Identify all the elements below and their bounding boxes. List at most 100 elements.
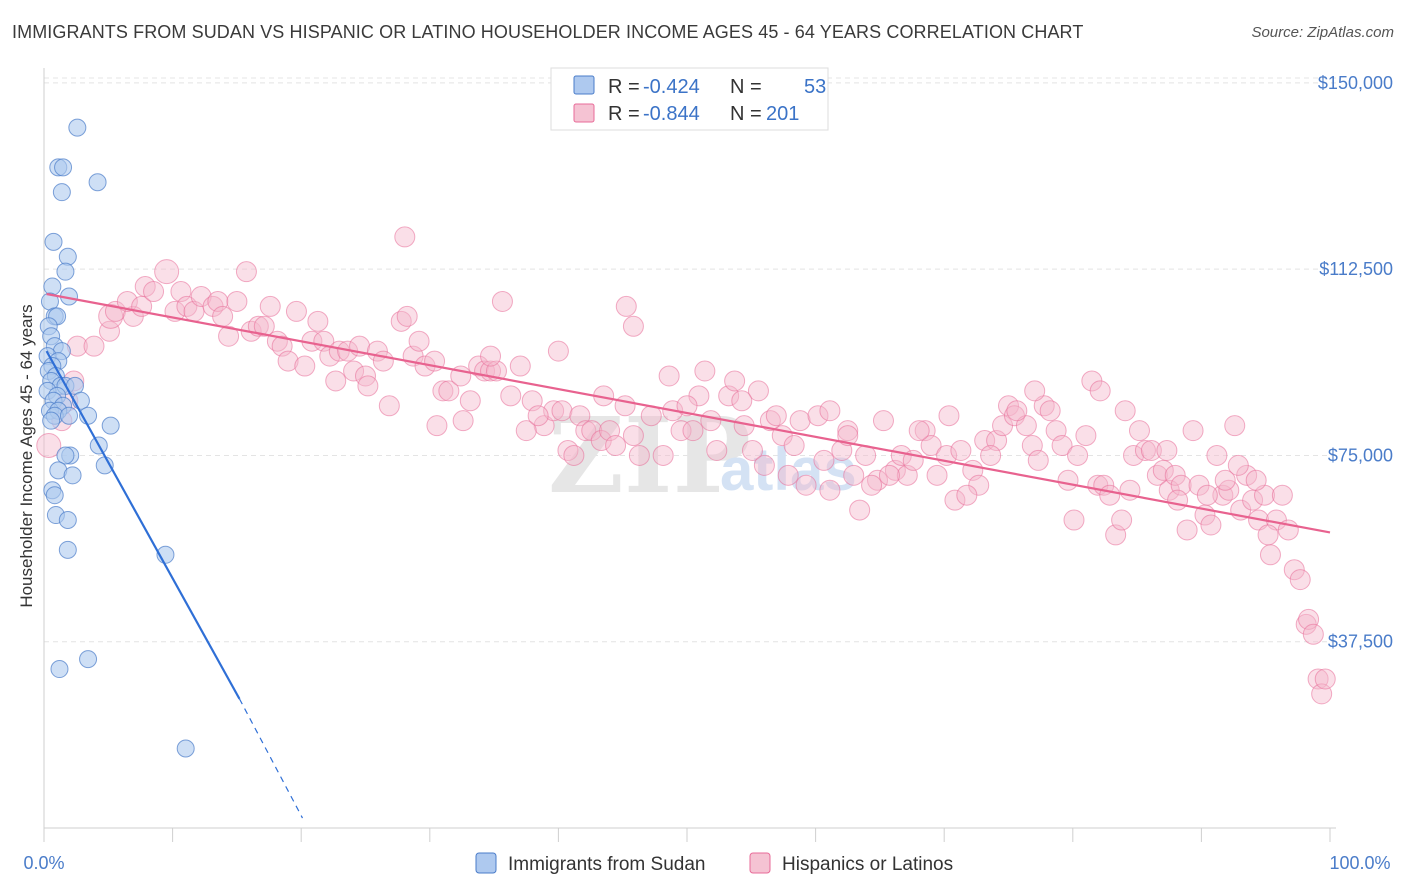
hispanic-point — [789, 410, 811, 432]
sudan-point — [44, 232, 63, 251]
hispanic-point — [1140, 439, 1162, 461]
hispanic-point — [357, 375, 379, 397]
series-legend: Immigrants from Sudan Hispanics or Latin… — [475, 852, 953, 875]
hispanic-point — [253, 315, 275, 337]
bottom-legend-swatch-hispanic — [749, 852, 771, 874]
hispanic-point — [622, 315, 644, 337]
hispanic-point — [980, 444, 1002, 466]
hispanic-point — [926, 464, 948, 486]
hispanic-point — [1200, 514, 1222, 536]
hispanic-point — [861, 474, 883, 496]
sudan-point — [42, 411, 61, 430]
hispanic-point — [1302, 623, 1324, 645]
hispanic-point — [753, 454, 775, 476]
hispanic-point — [938, 405, 960, 427]
hispanic-point — [372, 350, 394, 372]
correlation-legend: R = -0.424 N = 53 R = -0.844 N = 201 — [550, 67, 829, 131]
hispanic-point — [1259, 544, 1281, 566]
hispanic-point — [1156, 439, 1178, 461]
hispanic-point — [218, 325, 240, 347]
bottom-legend-hispanic: Hispanics or Latinos — [782, 854, 953, 875]
hispanic-point — [1196, 484, 1218, 506]
hispanic-point — [658, 365, 680, 387]
sudan-point — [52, 183, 71, 202]
hispanic-point — [1089, 380, 1111, 402]
hispanic-point — [1027, 449, 1049, 471]
hispanic-trend-line — [46, 292, 1331, 534]
bottom-legend-sudan: Immigrants from Sudan — [508, 854, 705, 875]
hispanic-point — [956, 484, 978, 506]
sudan-points — [38, 118, 195, 758]
hispanic-point — [1006, 400, 1028, 422]
hispanic-point — [143, 281, 165, 303]
hispanic-point — [843, 464, 865, 486]
x-label-right: 100.0% — [1329, 853, 1390, 873]
hispanic-point — [1128, 420, 1150, 442]
hispanic-point — [83, 335, 105, 357]
hispanic-point — [277, 350, 299, 372]
legend-swatch-sudan — [573, 75, 595, 95]
hispanic-point — [1024, 380, 1046, 402]
hispanic-point — [432, 380, 454, 402]
hispanic-point — [533, 415, 555, 437]
hispanic-point — [1164, 464, 1186, 486]
hispanic-point — [1123, 444, 1145, 466]
legend-swatch-hispanic — [573, 103, 595, 123]
hispanic-point — [396, 305, 418, 327]
hispanic-point — [783, 435, 805, 457]
y-tick-label: $75,000 — [1328, 445, 1393, 465]
hispanic-point — [547, 340, 569, 362]
sudan-point — [60, 406, 79, 425]
hispanic-point — [294, 355, 316, 377]
sudan-point — [56, 262, 75, 281]
hispanic-point — [819, 479, 841, 501]
hispanic-point — [563, 444, 585, 466]
hispanic-point — [706, 439, 728, 461]
hispanic-point — [343, 360, 365, 382]
hispanic-point — [819, 400, 841, 422]
sudan-point — [176, 739, 195, 758]
hispanic-point — [837, 420, 859, 442]
hispanic-point — [285, 300, 307, 322]
legend-n-label-2: N = — [730, 103, 762, 125]
hispanic-point — [452, 410, 474, 432]
hispanic-point — [36, 433, 62, 459]
y-axis-label: Householder Income Ages 45 - 64 years — [17, 304, 36, 607]
hispanic-point — [1114, 400, 1136, 422]
y-tick-label: $37,500 — [1328, 632, 1393, 652]
hispanic-point — [509, 355, 531, 377]
sudan-point — [43, 277, 62, 296]
hispanic-point — [575, 420, 597, 442]
hispanic-point — [235, 261, 257, 283]
hispanic-point — [1167, 489, 1189, 511]
hispanic-point — [1099, 484, 1121, 506]
hispanic-point — [1051, 435, 1073, 457]
hispanic-point — [1134, 439, 1156, 461]
sudan-point — [58, 511, 77, 530]
legend-r-label-1: R = — [608, 76, 640, 98]
hispanic-point — [908, 420, 930, 442]
hispanic-point — [1182, 420, 1204, 442]
hispanic-point — [676, 395, 698, 417]
hispanic-point — [515, 420, 537, 442]
hispanic-point — [1224, 415, 1246, 437]
sudan-point — [63, 466, 82, 485]
hispanic-point — [694, 360, 716, 382]
hispanic-point — [747, 380, 769, 402]
trend-lines — [45, 292, 1331, 819]
chart-title: IMMIGRANTS FROM SUDAN VS HISPANIC OR LAT… — [12, 22, 1084, 42]
legend-n-value-2: 201 — [766, 103, 799, 125]
hispanic-point — [1176, 519, 1198, 541]
hispanic-point — [741, 439, 763, 461]
hispanic-point — [1314, 668, 1336, 690]
sudan-point — [50, 660, 69, 679]
hispanic-point — [615, 295, 637, 317]
watermark: ZIP atlas — [548, 394, 857, 517]
hispanic-point — [652, 444, 674, 466]
hispanic-point — [1039, 400, 1061, 422]
hispanic-point — [1075, 425, 1097, 447]
y-tick-labels: $37,500 $75,000 $112,500 $150,000 — [1318, 73, 1393, 652]
hispanic-point — [551, 400, 573, 422]
hispanic-point — [259, 295, 281, 317]
hispanic-point — [700, 410, 722, 432]
